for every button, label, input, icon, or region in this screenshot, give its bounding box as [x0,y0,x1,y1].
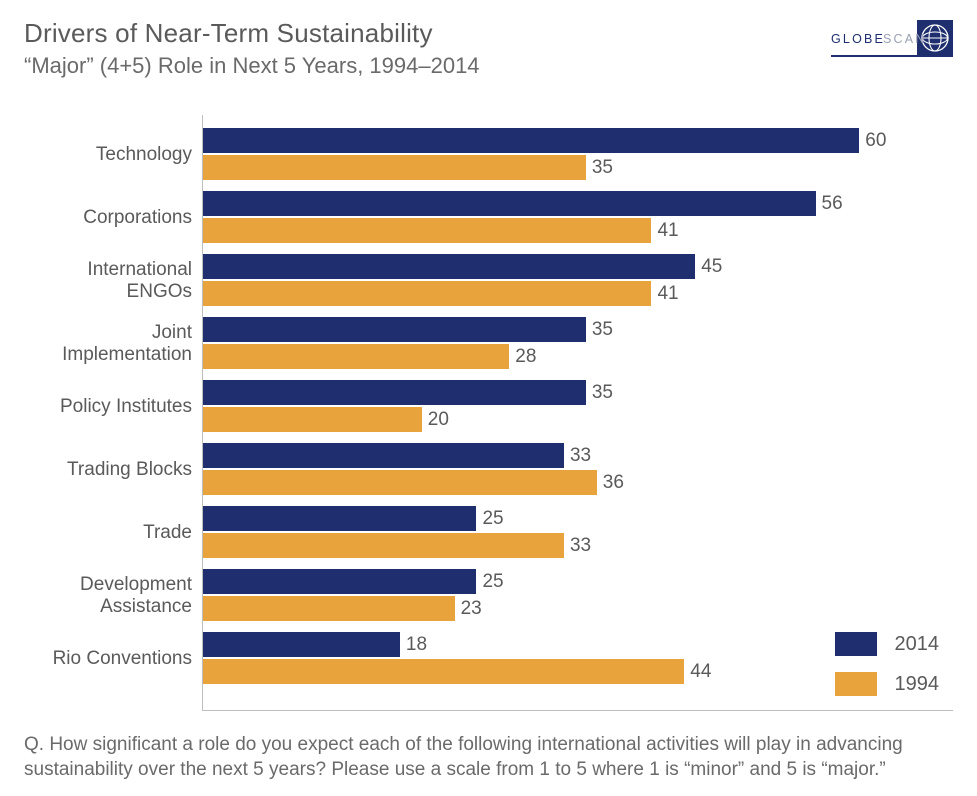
category-label: Trade [24,522,202,543]
chart-row: Technology 60 35 [24,123,953,186]
bar-2014 [203,317,586,342]
bar-1994 [203,470,597,495]
bars-cell: 35 20 [202,375,953,438]
category-label: Corporations [24,207,202,228]
value-label: 25 [476,569,503,594]
chart-row: InternationalENGOs 45 41 [24,249,953,312]
value-label: 36 [597,470,624,495]
value-label: 28 [509,344,536,369]
value-label: 60 [859,128,886,153]
bars-cell: 3336 [202,438,953,501]
value-label: 33 [564,533,591,558]
bar-2014 [203,506,476,531]
value-label: 33 [564,443,591,468]
legend: 2014 1994 [835,632,940,712]
chart-row: Trading Blocks3336 [24,438,953,501]
legend-swatch [835,632,877,656]
legend-label: 1994 [895,673,940,696]
category-label: Rio Conventions [24,648,202,669]
category-label: DevelopmentAssistance [24,574,202,617]
value-label: 35 [586,317,613,342]
value-label: 41 [651,218,678,243]
category-label: JointImplementation [24,322,202,365]
globescan-logo: GLOBE SCAN [831,20,953,69]
bar-2014 [203,569,476,594]
bar-2014 [203,254,695,279]
svg-text:GLOBE: GLOBE [831,32,885,46]
question-footnote: Q. How significant a role do you expect … [24,733,953,782]
bar-1994 [203,596,455,621]
value-label: 20 [422,407,449,432]
bars-cell: 2523 [202,564,953,627]
bar-1994 [203,281,651,306]
svg-text:SCAN: SCAN [883,32,927,46]
bar-2014 [203,191,816,216]
bars-cell: 25 33 [202,501,953,564]
bar-1994 [203,344,509,369]
bar-2014 [203,443,564,468]
title-block: Drivers of Near-Term Sustainability “Maj… [24,18,831,79]
bars-cell: 35 28 [202,312,953,375]
bars-cell: 56 41 [202,186,953,249]
bar-chart: Technology6035Corporations5641Internatio… [24,123,953,703]
bar-1994 [203,533,564,558]
bars-cell: 60 35 [202,123,953,186]
bar-2014 [203,632,400,657]
legend-swatch [835,672,877,696]
chart-row: JointImplementation 35 28 [24,312,953,375]
bar-1994 [203,155,586,180]
bars-cell: 45 41 [202,249,953,312]
chart-row: Trade 25 33 [24,501,953,564]
value-label: 18 [400,632,427,657]
category-label: Technology [24,144,202,165]
value-label: 35 [586,155,613,180]
category-label: InternationalENGOs [24,259,202,302]
value-label: 44 [684,659,711,684]
value-label: 25 [476,506,503,531]
value-label: 35 [586,380,613,405]
legend-item: 2014 [835,632,940,656]
category-label: Trading Blocks [24,459,202,480]
bar-1994 [203,218,651,243]
bar-1994 [203,659,684,684]
header: Drivers of Near-Term Sustainability “Maj… [24,18,953,79]
chart-row: Policy Institutes 35 20 [24,375,953,438]
bar-2014 [203,380,586,405]
chart-subtitle: “Major” (4+5) Role in Next 5 Years, 1994… [24,53,831,79]
value-label: 41 [651,281,678,306]
chart-row: DevelopmentAssistance2523 [24,564,953,627]
value-label: 45 [695,254,722,279]
chart-row: Corporations 56 41 [24,186,953,249]
bar-2014 [203,128,859,153]
chart-row: Rio Conventions 18 44 [24,627,953,690]
legend-item: 1994 [835,672,940,696]
chart-title: Drivers of Near-Term Sustainability [24,18,831,49]
bar-1994 [203,407,422,432]
value-label: 23 [455,596,482,621]
legend-label: 2014 [895,633,940,656]
value-label: 56 [816,191,843,216]
category-label: Policy Institutes [24,396,202,417]
